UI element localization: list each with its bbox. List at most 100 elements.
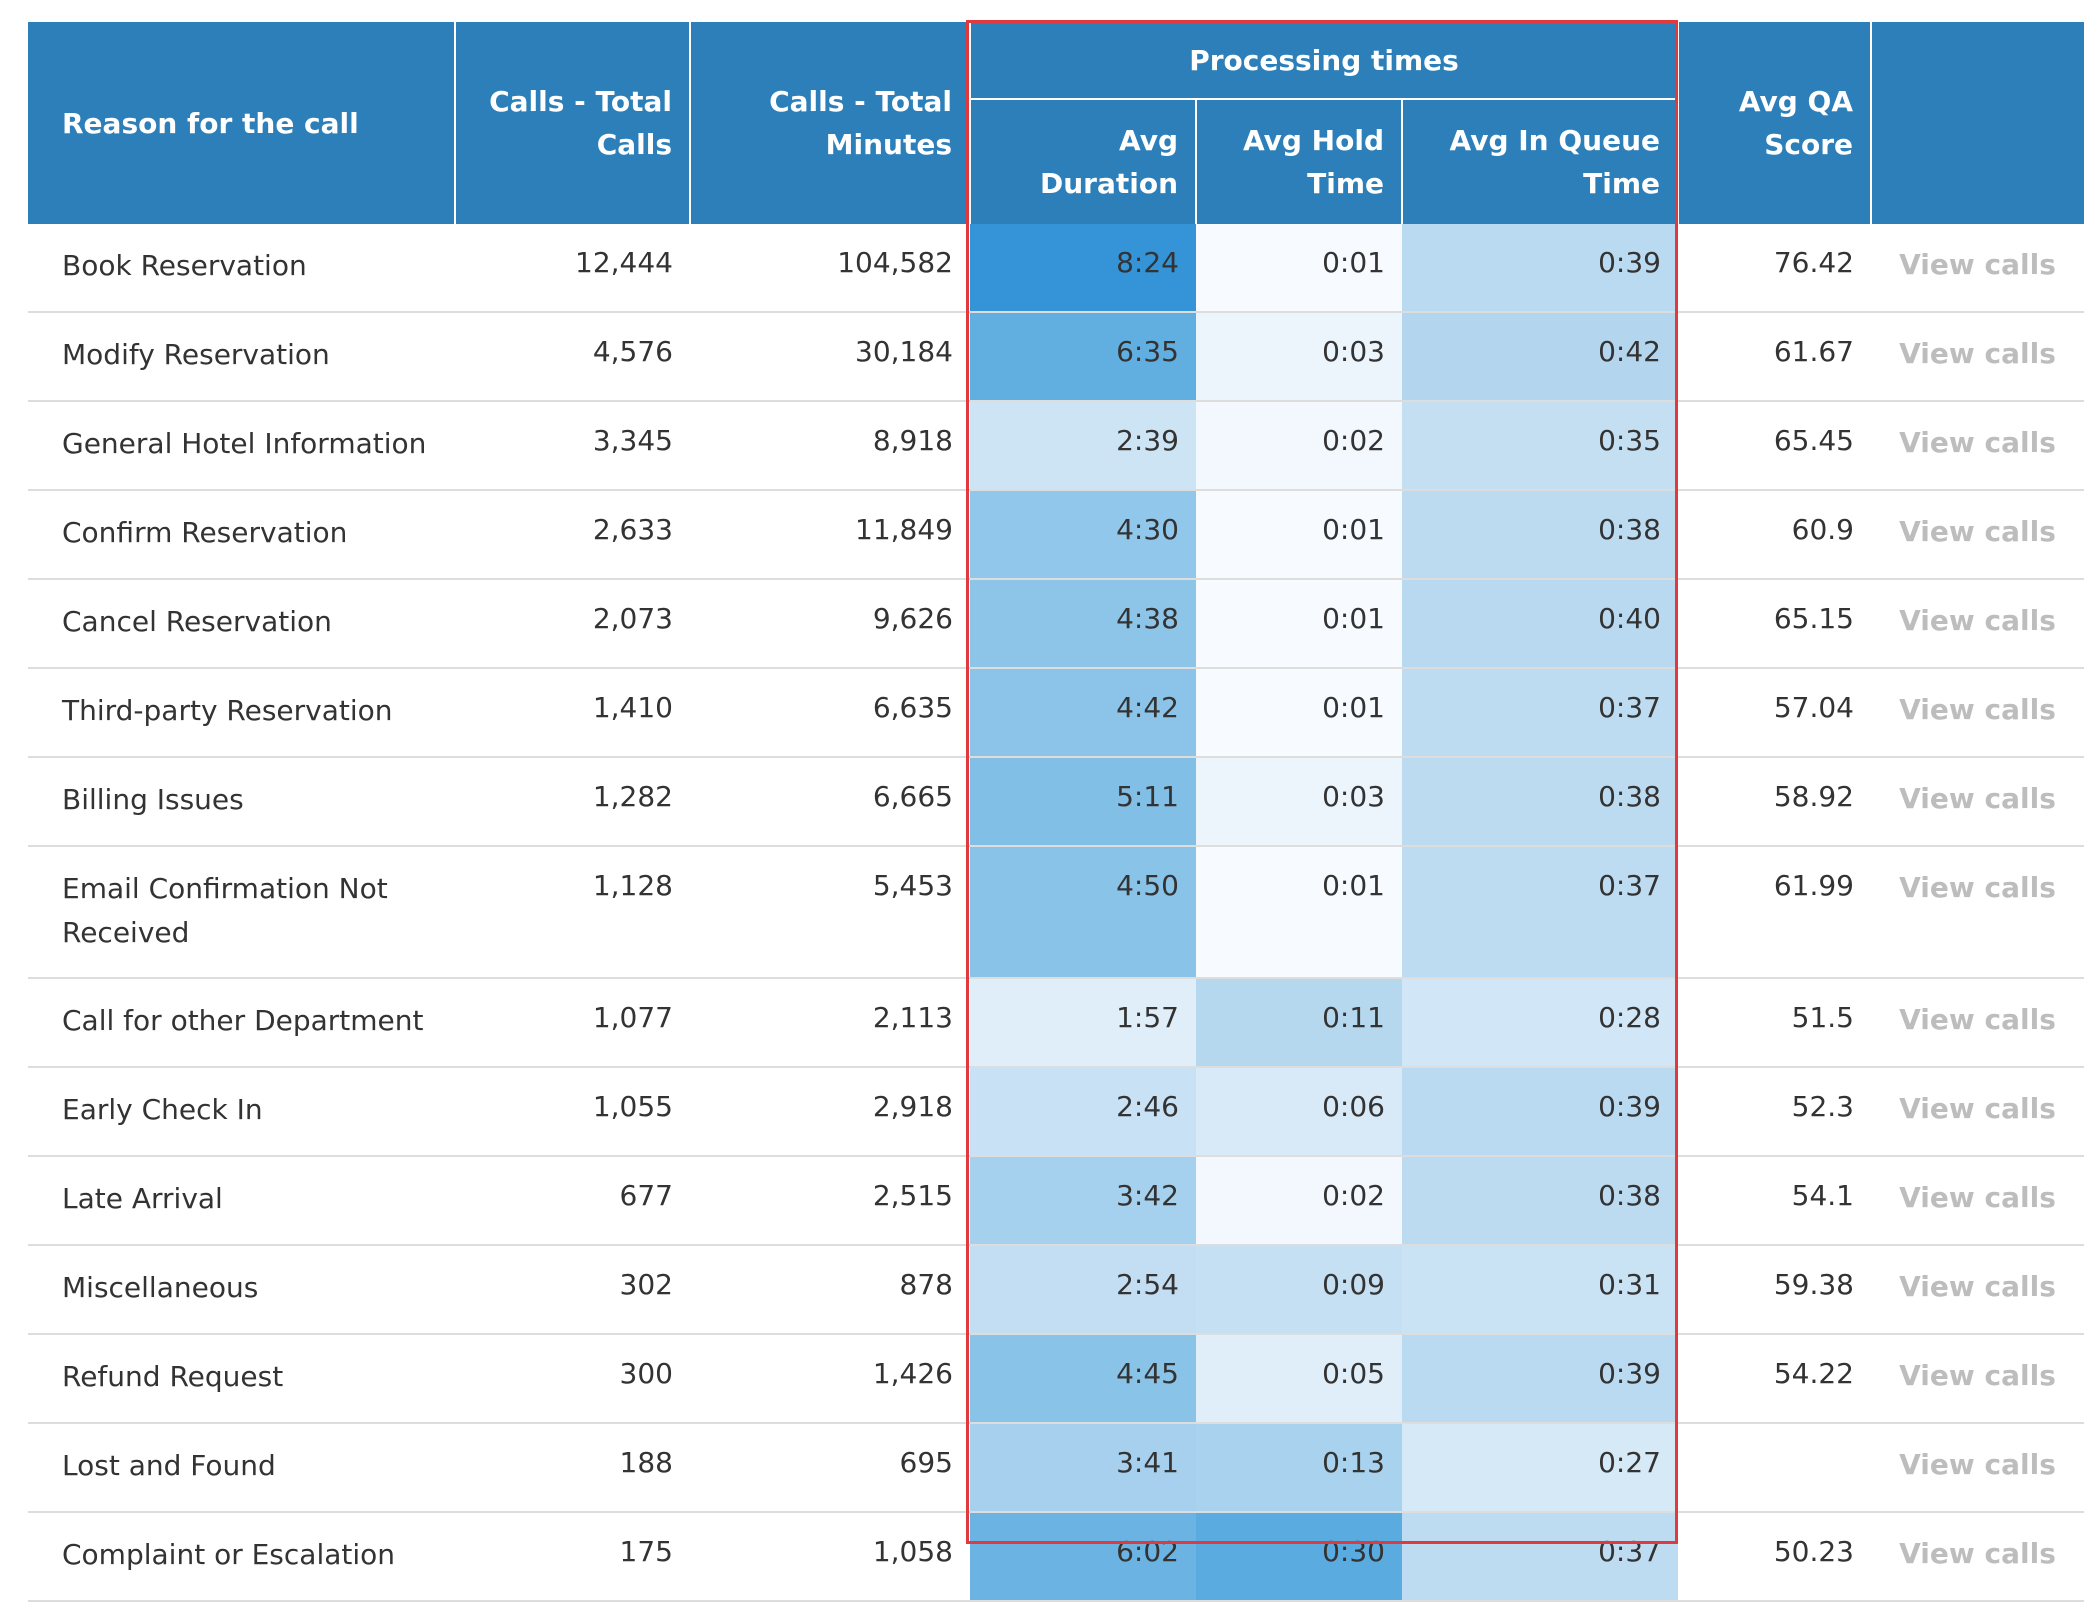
- avg-queue-cell: 0:27: [1402, 1423, 1678, 1513]
- col-avg-queue-header[interactable]: Avg In Queue Time: [1402, 99, 1679, 224]
- total-calls-cell: 2,073: [455, 579, 690, 669]
- avg-hold-cell: 0:01: [1196, 490, 1402, 580]
- view-calls-link[interactable]: View calls: [1871, 846, 2084, 979]
- total-calls-cell: 1,077: [455, 978, 690, 1068]
- avg-qa-cell: 58.92: [1678, 757, 1871, 847]
- avg-queue-cell: 0:31: [1402, 1245, 1678, 1335]
- avg-qa-cell: 50.23: [1678, 1512, 1871, 1602]
- total-minutes-cell: 2,515: [690, 1156, 970, 1246]
- total-calls-cell: 12,444: [455, 224, 690, 313]
- avg-duration-cell: 4:50: [970, 846, 1196, 979]
- avg-duration-cell: 6:35: [970, 312, 1196, 402]
- avg-queue-cell: 0:42: [1402, 312, 1678, 402]
- avg-duration-cell: 4:45: [970, 1334, 1196, 1424]
- avg-hold-cell: 0:01: [1196, 846, 1402, 979]
- total-minutes-cell: 2,918: [690, 1067, 970, 1157]
- total-calls-cell: 302: [455, 1245, 690, 1335]
- avg-qa-cell: 65.45: [1678, 401, 1871, 491]
- avg-queue-cell: 0:39: [1402, 1334, 1678, 1424]
- reason-cell: Cancel Reservation: [28, 579, 455, 669]
- avg-queue-cell: 0:40: [1402, 579, 1678, 669]
- col-actions-header: [1871, 22, 2084, 224]
- avg-hold-cell: 0:13: [1196, 1423, 1402, 1513]
- table-row: Book Reservation 12,444 104,582 8:24 0:0…: [28, 224, 2084, 313]
- view-calls-link[interactable]: View calls: [1871, 224, 2084, 313]
- reason-cell: General Hotel Information: [28, 401, 455, 491]
- table-row: Early Check In 1,055 2,918 2:46 0:06 0:3…: [28, 1067, 2084, 1157]
- avg-duration-cell: 1:57: [970, 978, 1196, 1068]
- reason-cell: Modify Reservation: [28, 312, 455, 402]
- view-calls-link[interactable]: View calls: [1871, 1512, 2084, 1602]
- avg-hold-cell: 0:06: [1196, 1067, 1402, 1157]
- avg-hold-cell: 0:02: [1196, 1156, 1402, 1246]
- col-avg-hold-header[interactable]: Avg Hold Time: [1196, 99, 1403, 224]
- total-minutes-cell: 1,426: [690, 1334, 970, 1424]
- avg-duration-cell: 3:42: [970, 1156, 1196, 1246]
- total-calls-cell: 4,576: [455, 312, 690, 402]
- avg-duration-cell: 4:38: [970, 579, 1196, 669]
- total-minutes-cell: 6,635: [690, 668, 970, 758]
- total-calls-cell: 300: [455, 1334, 690, 1424]
- reason-cell: Call for other Department: [28, 978, 455, 1068]
- avg-hold-cell: 0:05: [1196, 1334, 1402, 1424]
- view-calls-link[interactable]: View calls: [1871, 1334, 2084, 1424]
- col-avg-duration-header[interactable]: Avg Duration: [970, 99, 1197, 224]
- col-total-minutes-header[interactable]: Calls - Total Minutes: [690, 22, 971, 224]
- avg-qa-cell: 54.1: [1678, 1156, 1871, 1246]
- avg-hold-cell: 0:11: [1196, 978, 1402, 1068]
- reason-cell: Book Reservation: [28, 224, 455, 313]
- view-calls-link[interactable]: View calls: [1871, 668, 2084, 758]
- avg-duration-cell: 6:02: [970, 1512, 1196, 1602]
- total-minutes-cell: 30,184: [690, 312, 970, 402]
- view-calls-link[interactable]: View calls: [1871, 1423, 2084, 1513]
- table-row: General Hotel Information 3,345 8,918 2:…: [28, 401, 2084, 491]
- total-calls-cell: 1,282: [455, 757, 690, 847]
- processing-times-group-header: Processing times: [970, 22, 1679, 100]
- reason-cell: Billing Issues: [28, 757, 455, 847]
- total-calls-cell: 188: [455, 1423, 690, 1513]
- avg-hold-cell: 0:03: [1196, 757, 1402, 847]
- avg-queue-cell: 0:39: [1402, 1067, 1678, 1157]
- col-avg-qa-header[interactable]: Avg QA Score: [1678, 22, 1872, 224]
- view-calls-link[interactable]: View calls: [1871, 757, 2084, 847]
- avg-hold-cell: 0:01: [1196, 668, 1402, 758]
- calls-report: Reason for the call Calls - Total Calls …: [28, 22, 2084, 1602]
- view-calls-link[interactable]: View calls: [1871, 579, 2084, 669]
- calls-table: Reason for the call Calls - Total Calls …: [28, 22, 2084, 1602]
- view-calls-link[interactable]: View calls: [1871, 312, 2084, 402]
- avg-queue-cell: 0:38: [1402, 757, 1678, 847]
- reason-cell: Email Confirmation Not Received: [28, 846, 455, 979]
- avg-duration-cell: 4:42: [970, 668, 1196, 758]
- avg-qa-cell: [1678, 1423, 1871, 1513]
- reason-cell: Refund Request: [28, 1334, 455, 1424]
- table-row: Billing Issues 1,282 6,665 5:11 0:03 0:3…: [28, 757, 2084, 847]
- total-minutes-cell: 695: [690, 1423, 970, 1513]
- avg-duration-cell: 4:30: [970, 490, 1196, 580]
- view-calls-link[interactable]: View calls: [1871, 401, 2084, 491]
- avg-qa-cell: 61.67: [1678, 312, 1871, 402]
- col-total-calls-header[interactable]: Calls - Total Calls: [455, 22, 691, 224]
- avg-queue-cell: 0:37: [1402, 1512, 1678, 1602]
- view-calls-link[interactable]: View calls: [1871, 1067, 2084, 1157]
- table-row: Confirm Reservation 2,633 11,849 4:30 0:…: [28, 490, 2084, 580]
- avg-qa-cell: 61.99: [1678, 846, 1871, 979]
- view-calls-link[interactable]: View calls: [1871, 1245, 2084, 1335]
- table-row: Email Confirmation Not Received 1,128 5,…: [28, 846, 2084, 979]
- view-calls-link[interactable]: View calls: [1871, 978, 2084, 1068]
- view-calls-link[interactable]: View calls: [1871, 490, 2084, 580]
- total-calls-cell: 1,055: [455, 1067, 690, 1157]
- table-row: Cancel Reservation 2,073 9,626 4:38 0:01…: [28, 579, 2084, 669]
- avg-queue-cell: 0:39: [1402, 224, 1678, 313]
- avg-qa-cell: 65.15: [1678, 579, 1871, 669]
- reason-cell: Miscellaneous: [28, 1245, 455, 1335]
- reason-cell: Third-party Reservation: [28, 668, 455, 758]
- view-calls-link[interactable]: View calls: [1871, 1156, 2084, 1246]
- table-row: Complaint or Escalation 175 1,058 6:02 0…: [28, 1512, 2084, 1602]
- table-row: Call for other Department 1,077 2,113 1:…: [28, 978, 2084, 1068]
- table-row: Third-party Reservation 1,410 6,635 4:42…: [28, 668, 2084, 758]
- col-reason-header[interactable]: Reason for the call: [28, 22, 456, 224]
- avg-qa-cell: 60.9: [1678, 490, 1871, 580]
- avg-queue-cell: 0:37: [1402, 846, 1678, 979]
- avg-queue-cell: 0:35: [1402, 401, 1678, 491]
- table-body: Book Reservation 12,444 104,582 8:24 0:0…: [28, 224, 2084, 1602]
